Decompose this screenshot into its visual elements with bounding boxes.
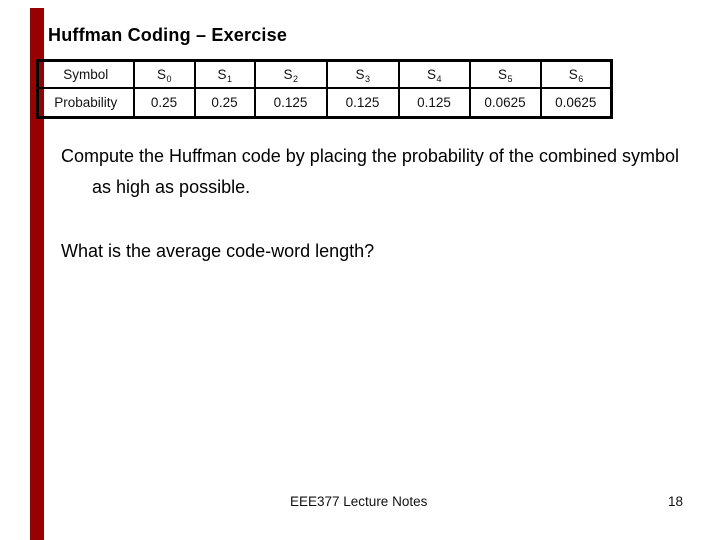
probability-cell: 0.25 bbox=[132, 86, 196, 119]
row-label-cell: Probability bbox=[36, 86, 135, 119]
probability-cell: 0.125 bbox=[325, 86, 400, 119]
symbol-cell: S4 bbox=[397, 59, 471, 89]
symbol-probability-table: Symbol S0 S1 S2 S3 S4 S5 S6 Probability 0.25 0.25 0… bbox=[36, 59, 613, 119]
table-row: Probability 0.25 0.25 0.125 0.125 0.125 0.0625… bbox=[36, 86, 613, 119]
table-row: Symbol S0 S1 S2 S3 S4 S5 S6 bbox=[36, 59, 613, 89]
symbol-cell: S1 bbox=[193, 59, 256, 89]
row-label-cell: Symbol bbox=[36, 59, 135, 89]
symbol-cell: S6 bbox=[539, 59, 613, 89]
page-number: 18 bbox=[668, 494, 684, 509]
footer-lecture-notes: EEE377 Lecture Notes bbox=[290, 494, 428, 509]
symbol-cell: S3 bbox=[325, 59, 400, 89]
probability-cell: 0.0625 bbox=[539, 86, 613, 119]
symbol-cell: S5 bbox=[468, 59, 542, 89]
instruction-paragraph: Compute the Huffman code by placing the … bbox=[61, 146, 680, 197]
probability-cell: 0.25 bbox=[193, 86, 256, 119]
question-paragraph: What is the average code-word length? bbox=[61, 241, 375, 261]
symbol-cell: S2 bbox=[253, 59, 328, 89]
probability-cell: 0.125 bbox=[253, 86, 328, 119]
symbol-cell: S0 bbox=[132, 59, 196, 89]
probability-cell: 0.0625 bbox=[468, 86, 542, 119]
left-accent-bar bbox=[30, 8, 44, 540]
probability-cell: 0.125 bbox=[397, 86, 471, 119]
slide-title: Huffman Coding – Exercise bbox=[48, 25, 288, 45]
table-body: Symbol S0 S1 S2 S3 S4 S5 S6 Probability 0.25 0.25 0… bbox=[36, 59, 613, 119]
